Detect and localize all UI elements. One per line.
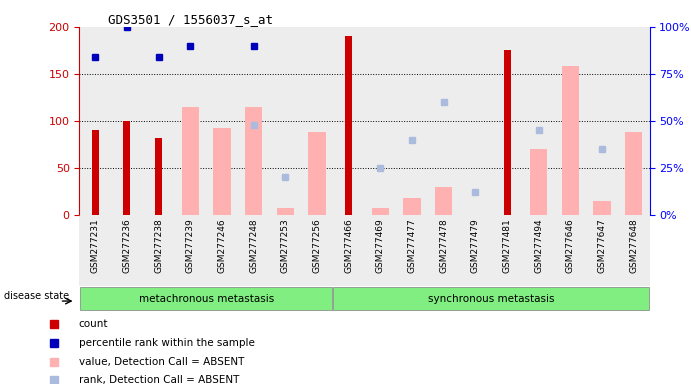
Bar [143,215,174,286]
Bar [428,27,460,215]
Bar [554,215,586,286]
Text: GSM277248: GSM277248 [249,218,258,273]
Bar [206,215,238,286]
Bar [308,132,325,215]
Bar [269,27,301,215]
Bar [346,36,352,215]
Text: GSM277246: GSM277246 [218,218,227,273]
Bar [238,27,269,215]
Bar [396,215,428,286]
Bar [155,138,162,215]
Text: count: count [79,319,108,329]
Text: synchronous metastasis: synchronous metastasis [428,293,554,304]
Bar [92,131,99,215]
Text: GDS3501 / 1556037_s_at: GDS3501 / 1556037_s_at [108,13,273,26]
Bar [460,215,491,286]
Text: GSM277477: GSM277477 [408,218,417,273]
Bar [245,107,263,215]
Bar [491,215,523,286]
Bar [523,27,554,215]
Bar [364,215,396,286]
Bar [276,207,294,215]
Bar [554,27,586,215]
Bar [618,215,650,286]
Bar [428,215,460,286]
Bar [333,215,364,286]
Bar [460,27,491,215]
Bar [523,215,554,286]
Bar [174,215,206,286]
Bar [435,187,453,215]
Text: GSM277469: GSM277469 [376,218,385,273]
Bar [504,50,511,215]
Text: GSM277238: GSM277238 [154,218,163,273]
Bar [182,107,199,215]
Bar [625,132,643,215]
Text: GSM277648: GSM277648 [630,218,638,273]
Bar [372,207,389,215]
Bar [334,287,649,310]
Bar [79,27,111,215]
Text: disease state: disease state [4,291,69,301]
Text: GSM277239: GSM277239 [186,218,195,273]
Bar [562,66,579,215]
Bar [586,215,618,286]
Text: GSM277647: GSM277647 [598,218,607,273]
Text: GSM277253: GSM277253 [281,218,290,273]
Bar [301,27,333,215]
Bar [618,27,650,215]
Bar [124,121,131,215]
Text: metachronous metastasis: metachronous metastasis [138,293,274,304]
Bar [174,27,206,215]
Text: GSM277236: GSM277236 [122,218,131,273]
Bar [333,27,364,215]
Bar [594,201,611,215]
Bar [269,215,301,286]
Bar [404,198,421,215]
Bar [143,27,174,215]
Bar [111,27,143,215]
Text: GSM277494: GSM277494 [534,218,543,273]
Bar [301,215,333,286]
Bar [586,27,618,215]
Bar [530,149,547,215]
Text: GSM277646: GSM277646 [566,218,575,273]
Text: GSM277466: GSM277466 [344,218,353,273]
Text: GSM277231: GSM277231 [91,218,100,273]
Text: GSM277256: GSM277256 [312,218,321,273]
Text: GSM277478: GSM277478 [439,218,448,273]
Bar [111,215,143,286]
Bar [80,287,332,310]
Bar [238,215,269,286]
Text: value, Detection Call = ABSENT: value, Detection Call = ABSENT [79,357,244,367]
Bar [396,27,428,215]
Text: percentile rank within the sample: percentile rank within the sample [79,338,255,348]
Bar [364,27,396,215]
Text: GSM277479: GSM277479 [471,218,480,273]
Bar [79,215,111,286]
Text: rank, Detection Call = ABSENT: rank, Detection Call = ABSENT [79,375,239,384]
Text: GSM277481: GSM277481 [502,218,511,273]
Bar [491,27,523,215]
Bar [206,27,238,215]
Bar [214,129,231,215]
